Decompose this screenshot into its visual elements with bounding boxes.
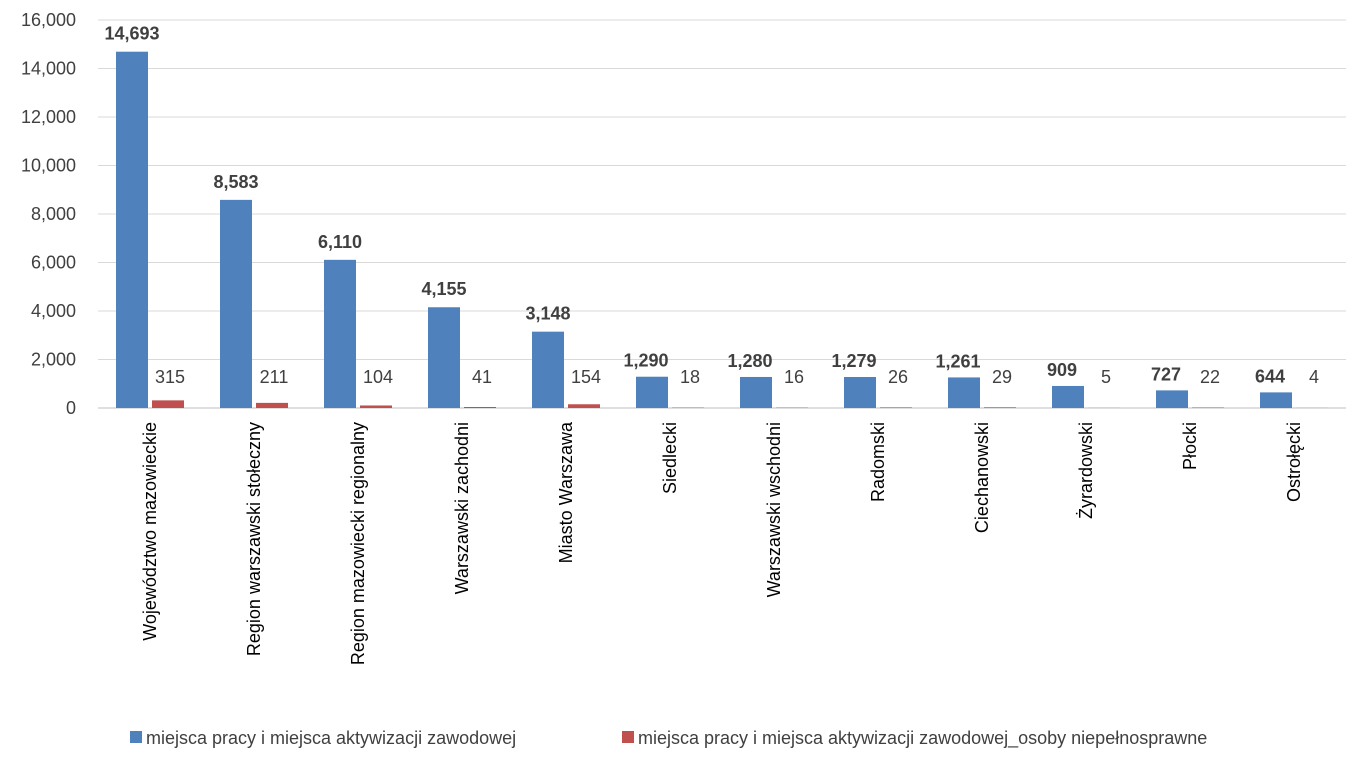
legend-swatch [622, 731, 634, 743]
bar-series-2 [360, 405, 392, 408]
bar-series-2 [984, 407, 1016, 408]
data-label-series-2: 315 [155, 367, 185, 387]
data-label-series-1: 6,110 [318, 232, 362, 252]
data-label-series-2: 29 [992, 367, 1012, 387]
y-tick-label: 4,000 [31, 301, 76, 321]
y-tick-label: 0 [66, 398, 76, 418]
bar-series-2 [152, 400, 184, 408]
category-label: Żyrardowski [1076, 422, 1096, 519]
bar-series-1 [844, 376, 876, 408]
bar-series-1 [1260, 392, 1292, 408]
data-label-series-1: 909 [1047, 360, 1077, 380]
bar-series-1 [636, 376, 668, 408]
data-label-series-2: 5 [1101, 367, 1111, 387]
legend: miejsca pracy i miejsca aktywizacji zawo… [130, 728, 1207, 749]
data-label-series-1: 727 [1151, 364, 1181, 384]
data-label-series-1: 1,279 [831, 351, 876, 371]
data-label-series-1: 1,290 [623, 351, 668, 371]
gridlines [98, 19, 1346, 409]
data-label-series-1: 1,261 [935, 351, 980, 371]
y-tick-label: 6,000 [31, 253, 76, 273]
bar-series-2 [256, 402, 288, 408]
category-label: Region warszawski stołeczny [244, 422, 264, 656]
data-label-series-1: 14,693 [104, 24, 159, 44]
bar-series-1 [740, 376, 772, 408]
data-label-series-1: 1,280 [727, 351, 772, 371]
legend-swatch [130, 731, 142, 743]
bar-series-1 [532, 331, 564, 408]
legend-label: miejsca pracy i miejsca aktywizacji zawo… [638, 728, 1207, 749]
category-label: Warszawski zachodni [452, 422, 472, 594]
data-label-series-2: 41 [472, 367, 492, 387]
data-label-series-2: 16 [784, 367, 804, 387]
bar-series-1 [1156, 390, 1188, 408]
x-axis-categories: Województwo mazowieckie Region warszawski… [140, 421, 1304, 665]
y-tick-label: 2,000 [31, 350, 76, 370]
y-tick-label: 10,000 [21, 156, 76, 176]
bar-series-1 [1052, 385, 1084, 408]
category-label: Płocki [1180, 422, 1200, 470]
data-label-series-2: 4 [1309, 367, 1319, 387]
legend-label: miejsca pracy i miejsca aktywizacji zawo… [146, 728, 516, 748]
category-label: Województwo mazowieckie [140, 422, 160, 641]
category-label: Siedlecki [660, 422, 680, 494]
data-label-series-1: 644 [1255, 366, 1285, 386]
data-label-series-2: 22 [1200, 367, 1220, 387]
category-label: Warszawski wschodni [764, 422, 784, 597]
bar-series-1 [428, 307, 460, 408]
data-label-series-2: 104 [363, 367, 393, 387]
y-axis-ticks: 0 2,000 4,000 6,000 8,000 10,000 12,000 14,000 1… [21, 10, 76, 418]
bar-series-1 [116, 51, 148, 408]
bar-series-1 [948, 377, 980, 408]
category-label: Region mazowiecki regionalny [348, 422, 368, 665]
bar-series-2 [1192, 407, 1224, 408]
data-label-series-2: 18 [680, 367, 700, 387]
data-label-series-2: 26 [888, 367, 908, 387]
category-label: Ciechanowski [972, 422, 992, 533]
category-label: Ostrołęcki [1284, 422, 1304, 502]
category-label: Radomski [868, 422, 888, 502]
category-label: Miasto Warszawa [556, 421, 576, 563]
bar-series-1 [220, 199, 252, 408]
bar-series-1 [324, 259, 356, 408]
data-label-series-1: 3,148 [525, 304, 570, 324]
data-label-series-2: 211 [260, 367, 289, 387]
y-tick-label: 8,000 [31, 204, 76, 224]
data-labels: 14,693 315 8,583 211 6,110 104 4,155 41 3,148 154… [104, 24, 1319, 387]
y-tick-label: 14,000 [21, 59, 76, 79]
y-tick-label: 16,000 [21, 10, 76, 30]
data-label-series-1: 4,155 [421, 279, 466, 299]
y-tick-label: 12,000 [21, 107, 76, 127]
bar-series-2 [568, 404, 600, 408]
data-label-series-2: 154 [571, 367, 601, 387]
bar-series-2 [464, 407, 496, 408]
bar-series-2 [880, 407, 912, 408]
data-label-series-1: 8,583 [213, 172, 258, 192]
bars [116, 51, 1328, 408]
